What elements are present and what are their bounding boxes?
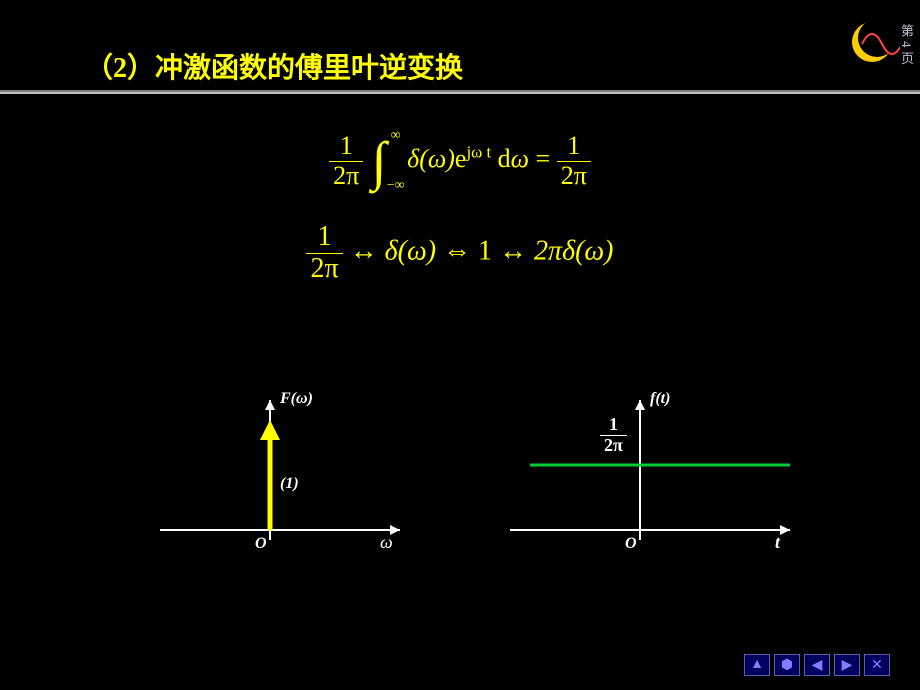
f1-omega2: ω [511,144,529,173]
gr-xlabel: t [775,532,780,553]
f1-frac1-num: 1 [329,132,363,162]
nav-buttons: ▲ ⬢ ◀ ▶ ✕ [744,654,890,676]
nav-prev-button[interactable]: ◀ [804,654,830,676]
integral-symbol: ∫ ∞ −∞ [372,130,387,192]
f1-delta: δ [407,144,419,173]
f1-d: d [498,144,511,173]
graph-f-omega: F(ω) (1) O ω [150,380,430,580]
f1-frac2-den: 2π [557,162,591,191]
page-prefix: 第 [899,24,914,41]
f1-omega: ω [428,144,446,173]
f1-equals: = [536,144,557,173]
f2-rel2: ⇔ [443,236,478,267]
gl-origin: O [255,535,267,553]
formula-integral: 1 2π ∫ ∞ −∞ δ(ω)ejω t dω = 1 2π [329,130,591,192]
f2-frac-num: 1 [306,222,342,254]
int-lower: −∞ [387,178,405,194]
f2-rel1: ↔ [350,236,385,267]
nav-next-button[interactable]: ▶ [834,654,860,676]
f2-rel3: ↔ [499,236,534,267]
gr-val-den: 2π [600,436,627,456]
gl-ylabel: F(ω) [280,390,313,407]
nav-home-button[interactable]: ⬢ [774,654,800,676]
page-number: 4 [899,41,914,52]
int-upper: ∞ [391,128,401,144]
gl-xlabel: ω [380,532,393,553]
gr-val-num: 1 [600,415,627,436]
page-indicator: 第4页 [897,24,916,69]
f2-one: 1 [478,236,492,267]
f2-twopidelta: 2πδ(ω) [534,236,613,267]
formula-relation: 1 2π ↔ δ(ω) ⇔ 1 ↔ 2πδ(ω) [306,222,613,285]
gr-origin: O [625,535,637,553]
f1-exp: e [455,144,467,173]
gr-ylabel: f(t) [650,390,670,407]
nav-exit-button[interactable]: ✕ [864,654,890,676]
corner-logo [844,10,900,71]
header-divider [0,90,920,94]
f2-frac-den: 2π [306,254,342,285]
page-suffix: 页 [899,52,914,69]
f1-frac1-den: 2π [329,162,363,191]
f1-exp-sup: jω t [466,142,491,161]
gl-impulse-label: (1) [280,475,299,493]
formula-area: 1 2π ∫ ∞ −∞ δ(ω)ejω t dω = 1 2π 1 2π ↔ δ… [0,130,920,285]
slide-title: （2）冲激函数的傅里叶逆变换 [85,46,463,86]
f1-frac2-num: 1 [557,132,591,162]
nav-up-button[interactable]: ▲ [744,654,770,676]
graph-f-t: f(t) 1 2π O t [500,380,820,580]
f2-delta: δ(ω) [385,236,436,267]
